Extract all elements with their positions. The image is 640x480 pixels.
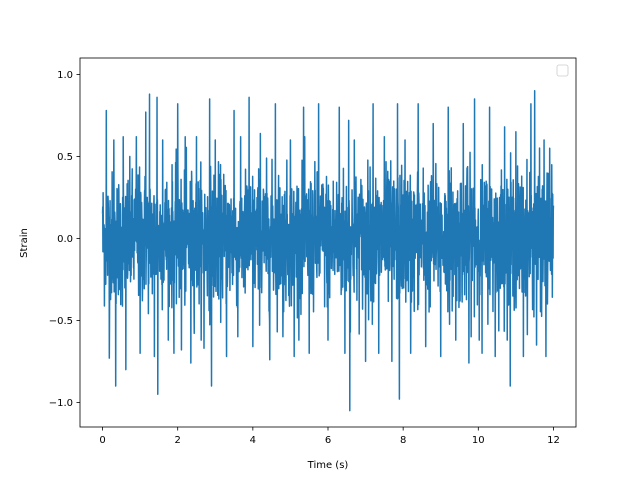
y-tick-label: −0.5: [49, 316, 73, 327]
strain-series-line: [101, 90, 555, 412]
y-tick-label: 0.5: [57, 152, 73, 163]
x-tick-label: 4: [250, 435, 256, 446]
plot-area: [80, 58, 576, 427]
y-tick-label: 0.0: [57, 234, 73, 245]
x-tick-label: 0: [99, 435, 105, 446]
axes: 0 2 4 6 8 10 12 −1.0 −0.5 0.0 0.5 1.0: [49, 57, 577, 446]
x-tick-label: 12: [547, 435, 560, 446]
legend: [556, 64, 569, 77]
x-tick-label: 6: [325, 435, 331, 446]
x-tick-label: 10: [472, 435, 485, 446]
y-tick-label: −1.0: [49, 398, 73, 409]
y-axis-label: Strain: [19, 228, 30, 258]
x-tick-label: 8: [400, 435, 406, 446]
x-axis-label: Time (s): [307, 460, 349, 471]
y-tick-label: 1.0: [57, 70, 73, 81]
legend-box: [556, 64, 569, 77]
x-tick-label: 2: [175, 435, 181, 446]
